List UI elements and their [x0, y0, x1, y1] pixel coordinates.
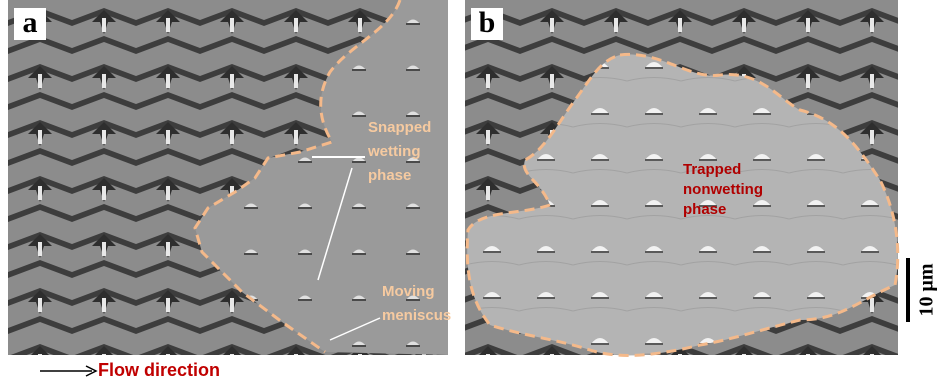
scale-label: 10 μm: [916, 263, 938, 316]
annotation: phase: [683, 201, 726, 218]
annotation: phase: [368, 167, 411, 184]
annotation: nonwetting: [683, 181, 763, 198]
annotation: Trapped: [683, 161, 741, 178]
panel-a: a Snapped wetting phase Moving meniscus: [8, 0, 451, 355]
panel-label: a: [23, 6, 38, 39]
figure: a Snapped wetting phase Moving meniscus …: [0, 0, 940, 384]
annotation: Snapped: [368, 119, 431, 136]
panel-label: b: [479, 6, 496, 39]
panel-b: b Trapped nonwetting phase: [465, 0, 898, 355]
annotation: wetting: [367, 143, 421, 160]
annotation: Moving: [382, 283, 435, 300]
flow-label: Flow direction: [98, 360, 220, 380]
annotation: meniscus: [382, 307, 451, 324]
